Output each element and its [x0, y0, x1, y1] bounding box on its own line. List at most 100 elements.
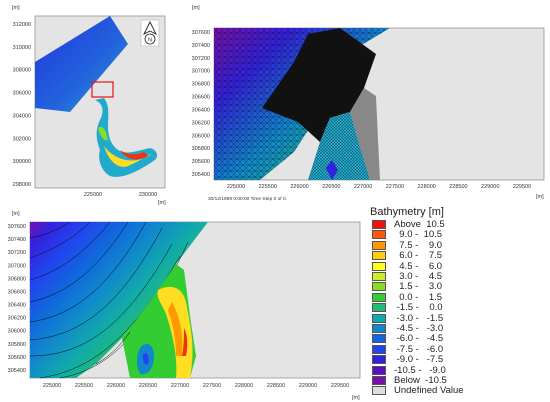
legend-swatch: [372, 220, 386, 229]
bathymetry-offshore: [30, 222, 208, 378]
estuary-shallows: [104, 146, 152, 167]
time-step-label: 30/12/1899 0:00:00 Time Step 0 of 0.: [208, 197, 287, 202]
legend-label: 0.0 - 1.5: [394, 291, 443, 303]
mesh-inlet-bank: [350, 88, 380, 180]
bathymetry-x-tick-label: 228500: [267, 383, 285, 389]
legend-entry: -6.0 - -4.5: [372, 333, 542, 344]
legend-entry: Below -10.5: [372, 375, 542, 386]
bathymetry-map[interactable]: [m] 307600 307400 307200 307000 306800 306600…: [0, 206, 366, 402]
bathymetry-x-tick-label: 226000: [107, 383, 125, 389]
legend-swatch: [372, 272, 386, 281]
legend-swatch: [372, 344, 386, 354]
mesh-y-tick-label: 306800: [192, 82, 210, 88]
overview-y-tick-label: 302000: [13, 136, 31, 142]
shoreline-contour: [95, 331, 131, 365]
legend-swatch: [372, 292, 386, 302]
bathymetry-y-tick-label: 306000: [8, 329, 26, 335]
legend-entry: 6.0 - 7.5: [372, 250, 542, 262]
legend-entry: 9.0 - 10.5: [372, 229, 542, 240]
legend-label: -10.5 - -9.0: [394, 364, 446, 376]
mesh-y-tick-label: 307200: [192, 56, 210, 62]
legend-label: 6.0 - 7.5: [394, 250, 443, 262]
mesh-y-tick-label: 307400: [192, 43, 210, 49]
overview-y-tick-label: 304000: [13, 113, 31, 119]
bathymetry-deep-pool: [142, 353, 149, 365]
bathymetry-y-tick-label: 306400: [8, 303, 26, 309]
mesh-x-tick-label: 225500: [259, 184, 277, 190]
overview-x-unit: [m]: [158, 200, 166, 206]
bathymetry-y-tick-label: 306800: [8, 276, 26, 282]
mesh-y-tick-label: 307000: [192, 69, 210, 75]
bathymetry-y-tick-label: 305800: [8, 342, 26, 348]
mesh-y-tick-label: 306400: [192, 107, 210, 113]
legend-entry: -7.5 - -6.0: [372, 343, 542, 355]
mesh-x-tick-label: 227000: [354, 184, 372, 190]
mesh-y-tick-label: 306200: [192, 120, 210, 126]
bathymetry-y-tick-label: 306200: [8, 316, 26, 322]
legend-swatch: [372, 386, 386, 396]
legend-label: -3.0 - -1.5: [394, 312, 444, 324]
legend-swatch: [372, 303, 386, 313]
bathymetry-x-unit: [m]: [352, 395, 360, 401]
bathymetry-x-tick-label: 225000: [43, 383, 61, 389]
mesh-y-tick-label: 307600: [192, 30, 210, 36]
legend-entry: -4.5 - -3.0: [372, 323, 542, 334]
bathymetry-high-spot: [182, 328, 188, 356]
mesh-y-tick-label: 305800: [192, 146, 210, 152]
mesh-y-unit: [m]: [192, 5, 200, 11]
north-label: N: [148, 38, 152, 44]
legend-swatch: [372, 355, 386, 365]
legend-label: 3.0 - 4.5: [394, 271, 443, 282]
bathymetry-y-tick-label: 305400: [8, 368, 26, 374]
estuary-mid-area: [98, 126, 108, 141]
legend-label: 1.5 - 3.0: [394, 281, 443, 293]
mesh-x-tick-label: 228500: [449, 184, 467, 190]
bathymetry-y-tick-label: 307200: [8, 250, 26, 256]
bathymetry-y-tick-label: 307600: [8, 224, 26, 230]
overview-map[interactable]: [m] N 312000 310000 308000 306000 304000 3020…: [0, 0, 175, 210]
legend-swatch: [372, 240, 386, 250]
overview-y-tick-label: 300000: [13, 159, 31, 165]
legend-label: Below -10.5: [394, 375, 447, 386]
legend-title: Bathymetry [m]: [370, 206, 444, 218]
legend-entry: -1.5 - 0.0: [372, 302, 542, 314]
legend-entry: -3.0 - -1.5: [372, 312, 542, 324]
legend-label: -7.5 - -6.0: [394, 343, 444, 355]
legend-swatch: [372, 230, 386, 240]
mesh-x-tick-label: 225000: [227, 184, 245, 190]
legend-label: Undefined Value: [394, 385, 464, 397]
legend-swatch: [372, 365, 386, 375]
overview-y-tick-label: 310000: [13, 45, 31, 51]
legend-label: 7.5 - 9.0: [394, 239, 443, 251]
overview-y-unit: [m]: [12, 5, 20, 11]
legend-entry: 0.0 - 1.5: [372, 291, 542, 303]
legend-swatch: [372, 334, 386, 344]
bathymetry-x-tick-label: 229000: [299, 383, 317, 389]
legend-swatch: [372, 376, 386, 385]
mesh-deep-spot: [326, 160, 338, 180]
bathymetry-ridge: [168, 302, 183, 356]
mesh-map[interactable]: [m] 307600 307400 307200 307000 306800 306600…: [180, 0, 550, 204]
zoom-extent-box[interactable]: [91, 81, 114, 98]
bathymetry-x-tick-label: 225500: [75, 383, 93, 389]
overview-x-tick-label: 225000: [84, 192, 102, 198]
legend-label: -1.5 - 0.0: [394, 302, 443, 314]
bathymetry-y-tick-label: 307400: [8, 237, 26, 243]
bathymetry-x-tick-label: 228000: [235, 383, 253, 389]
overview-y-tick-label: 298000: [13, 182, 31, 188]
legend-entry: -9.0 - -7.5: [372, 354, 542, 365]
legend-swatch: [372, 282, 386, 292]
overview-y-tick-label: 312000: [13, 22, 31, 28]
mesh-y-tick-label: 306000: [192, 133, 210, 139]
estuary-high-area: [120, 150, 148, 160]
legend-entry: 4.5 - 6.0: [372, 261, 542, 272]
mesh-x-tick-label: 226000: [290, 184, 308, 190]
mesh-x-tick-label: 227500: [386, 184, 404, 190]
mesh-x-tick-label: 229500: [513, 184, 531, 190]
bathymetry-y-tick-label: 306600: [8, 289, 26, 295]
legend-swatch: [372, 324, 386, 333]
legend-swatch: [372, 251, 386, 261]
overview-y-tick-label: 308000: [13, 68, 31, 74]
legend-label: -4.5 - -3.0: [394, 323, 444, 334]
offshore-domain: [35, 16, 128, 112]
